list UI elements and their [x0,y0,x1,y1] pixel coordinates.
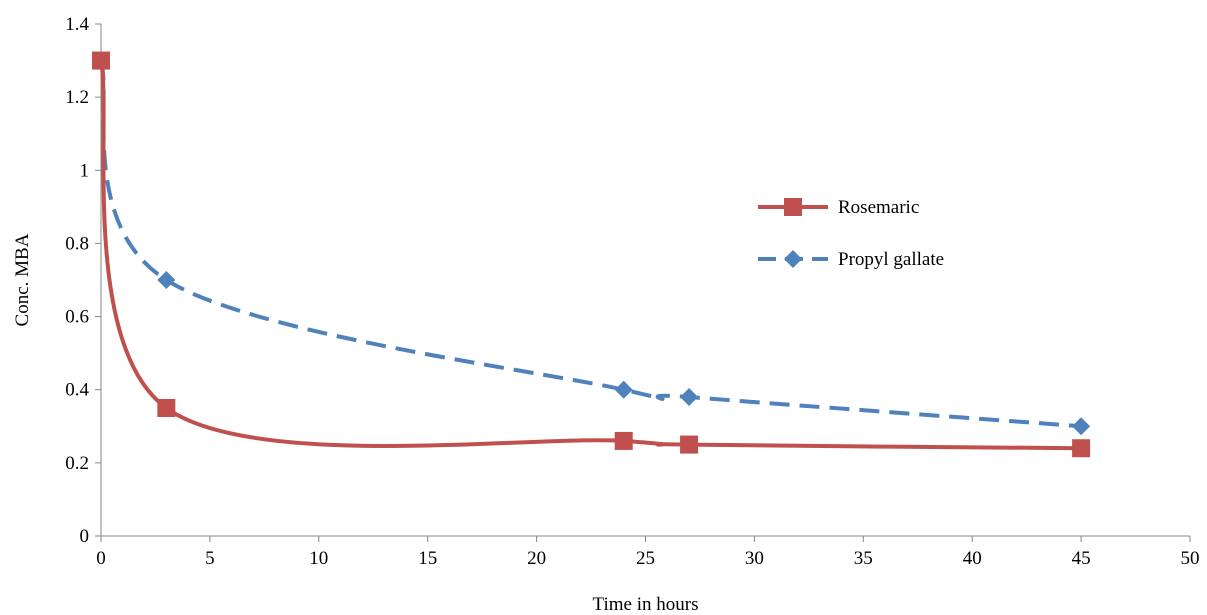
axes [100,24,1190,537]
series-propyl-gallate [92,51,1091,436]
data-point-rosemaric [614,431,633,450]
x-tick-label: 25 [636,548,655,569]
x-tick-label: 10 [309,548,328,569]
x-tick-label: 5 [205,548,215,569]
data-point-propyl-gallate [1072,417,1091,436]
y-tick-label: 1 [80,160,90,181]
series-line-propyl-gallate [99,60,1082,429]
data-point-rosemaric [1072,439,1091,458]
y-tick-label: 0.4 [65,380,89,401]
y-tick-label: 1.2 [65,87,89,108]
x-tick-label: 40 [963,548,982,569]
legend-label: Propyl gallate [838,249,944,270]
y-tick-label: 0.6 [65,307,89,328]
legend-marker [784,250,802,268]
data-point-rosemaric [157,399,176,417]
series-line-rosemaric [99,60,1082,451]
x-tick-label: 45 [1072,548,1091,569]
x-tick-label: 35 [854,548,873,569]
y-ticks: 0 0.2 0.4 0.6 0.8 1 1.2 1.4 [65,14,101,547]
x-tick-label: 20 [527,548,546,569]
y-axis-title: Conc. MBA [12,233,33,326]
y-tick-label: 0 [80,526,90,547]
data-point-propyl-gallate [614,380,633,399]
y-tick-label: 0.2 [65,453,89,474]
x-tick-label: 30 [745,548,764,569]
y-tick-label: 1.4 [65,14,89,35]
data-point-rosemaric [680,435,699,454]
legend-marker [784,198,802,216]
legend: Rosemaric Propyl gallate [758,197,944,270]
x-tick-label: 50 [1181,548,1200,569]
y-tick-label: 0.8 [65,233,89,254]
data-point-propyl-gallate [157,271,176,289]
legend-item-propyl-gallate: Propyl gallate [758,249,944,270]
x-tick-label: 0 [96,548,106,569]
x-tick-label: 15 [418,548,437,569]
x-ticks: 0 5 10 15 20 25 30 35 40 45 50 [96,536,1200,569]
data-point-propyl-gallate [680,388,699,407]
legend-label: Rosemaric [838,197,919,218]
series-layer [92,51,1091,458]
x-axis-title: Time in hours [593,594,699,615]
legend-item-rosemaric: Rosemaric [758,197,919,218]
data-point-rosemaric [92,51,110,70]
series-rosemaric [92,51,1091,458]
